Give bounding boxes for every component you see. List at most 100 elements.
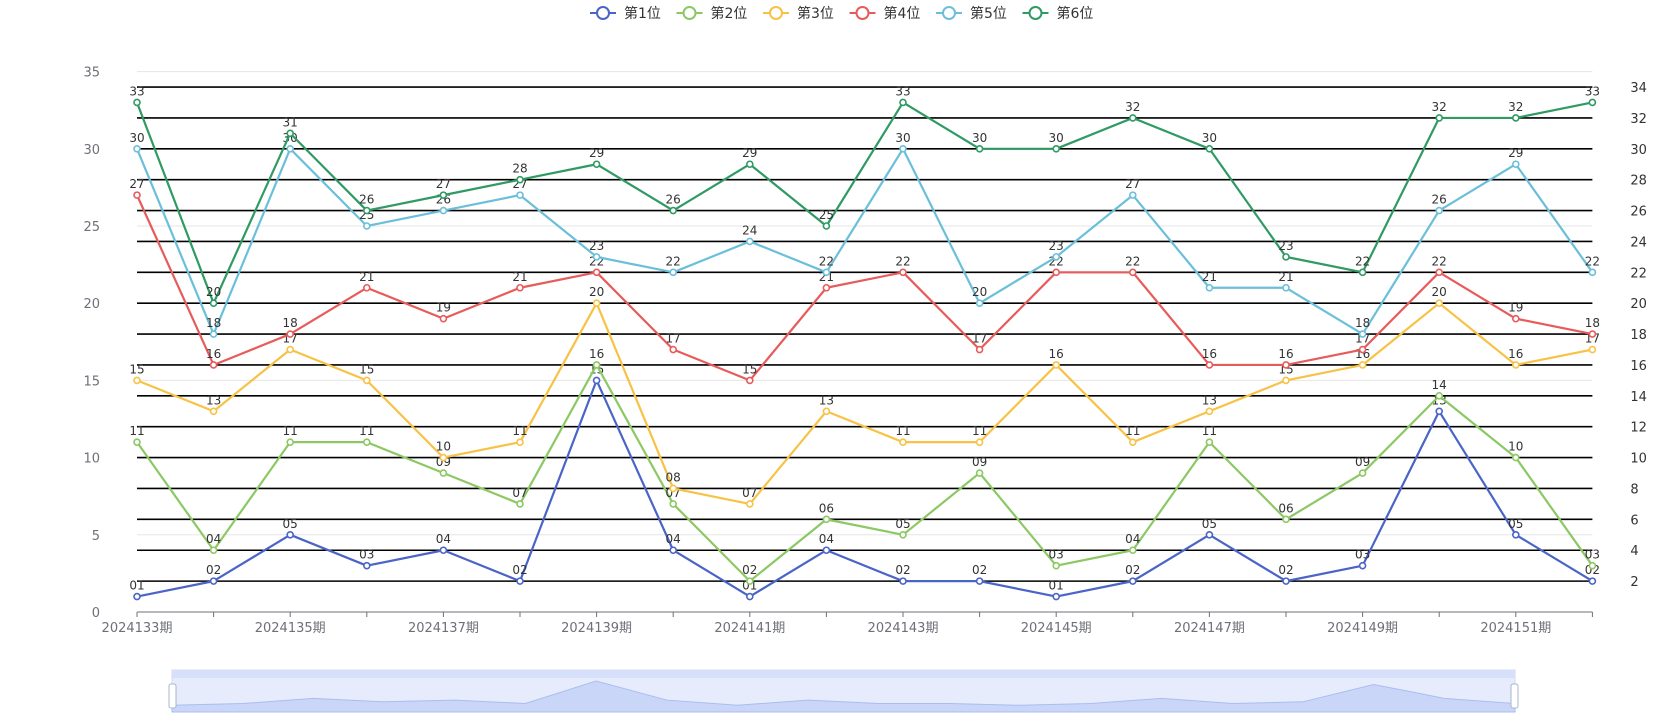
data-point[interactable] [1282, 253, 1290, 261]
data-point[interactable] [1588, 577, 1597, 585]
data-point[interactable] [592, 268, 601, 277]
data-point[interactable] [1129, 268, 1137, 277]
datazoom-move-handle[interactable] [172, 670, 1515, 678]
data-point[interactable] [1052, 268, 1060, 277]
data-point[interactable] [1435, 407, 1443, 416]
data-point[interactable] [669, 206, 678, 215]
legend-item-1[interactable]: 第1位 [590, 5, 661, 22]
data-point[interactable] [133, 145, 141, 153]
data-point[interactable] [286, 345, 295, 354]
data-point[interactable] [745, 577, 754, 585]
data-point[interactable] [1052, 145, 1060, 153]
data-point[interactable] [1435, 114, 1443, 122]
data-point[interactable] [1588, 98, 1597, 107]
data-point[interactable] [516, 438, 524, 446]
data-point[interactable] [1512, 530, 1520, 539]
data-point[interactable] [1052, 361, 1060, 369]
data-point[interactable] [975, 577, 984, 585]
data-point[interactable] [133, 376, 141, 385]
data-point[interactable] [286, 438, 295, 446]
data-point[interactable] [516, 191, 524, 199]
data-point[interactable] [669, 546, 678, 555]
data-point[interactable] [975, 345, 984, 354]
data-point[interactable] [1358, 268, 1367, 277]
data-point[interactable] [1512, 114, 1520, 122]
data-point[interactable] [1129, 577, 1137, 585]
data-point[interactable] [1358, 330, 1367, 338]
data-point[interactable] [286, 145, 295, 153]
legend-item-6[interactable]: 第6位 [1022, 5, 1094, 22]
data-point[interactable] [975, 469, 984, 477]
data-point[interactable] [822, 515, 831, 524]
data-point[interactable] [899, 268, 907, 277]
data-point[interactable] [1282, 361, 1290, 369]
data-point[interactable] [899, 98, 907, 107]
data-point[interactable] [975, 438, 984, 446]
data-point[interactable] [822, 407, 831, 416]
data-point[interactable] [1205, 361, 1214, 369]
data-point[interactable] [209, 577, 218, 585]
data-point[interactable] [516, 500, 524, 508]
data-point[interactable] [1129, 114, 1137, 122]
data-point[interactable] [516, 175, 524, 184]
data-point[interactable] [822, 283, 831, 292]
data-point[interactable] [1282, 283, 1290, 292]
data-point[interactable] [745, 500, 754, 508]
data-point[interactable] [439, 469, 448, 477]
data-point[interactable] [592, 160, 601, 169]
data-point[interactable] [899, 530, 907, 539]
chart-legend[interactable]: 第1位 第2位 第3位 第4位 第5位 第6位 [590, 5, 1093, 22]
data-point[interactable] [899, 438, 907, 446]
data-point[interactable] [1588, 561, 1597, 570]
data-point[interactable] [1129, 438, 1137, 446]
data-point[interactable] [592, 299, 601, 308]
data-point[interactable] [822, 268, 831, 277]
data-point[interactable] [133, 98, 141, 107]
data-point[interactable] [1512, 361, 1520, 369]
data-point[interactable] [1358, 561, 1367, 570]
data-point[interactable] [1205, 530, 1214, 539]
datazoom-slider[interactable] [168, 669, 1519, 713]
data-point[interactable] [1052, 253, 1060, 261]
data-point[interactable] [1588, 330, 1597, 338]
legend-item-5[interactable]: 第5位 [936, 5, 1007, 22]
data-point[interactable] [1282, 376, 1290, 385]
data-point[interactable] [592, 361, 601, 369]
data-point[interactable] [1205, 407, 1214, 416]
data-point[interactable] [1358, 469, 1367, 477]
legend-item-2[interactable]: 第2位 [676, 5, 748, 22]
data-point[interactable] [1435, 392, 1443, 400]
data-point[interactable] [669, 345, 678, 354]
data-point[interactable] [669, 484, 678, 493]
legend-item-3[interactable]: 第3位 [763, 5, 834, 22]
data-point[interactable] [592, 376, 601, 385]
data-point[interactable] [1512, 160, 1520, 169]
data-point[interactable] [1358, 345, 1367, 354]
data-point[interactable] [899, 577, 907, 585]
data-point[interactable] [1512, 314, 1520, 323]
datazoom-left-handle[interactable] [168, 683, 177, 709]
data-point[interactable] [822, 546, 831, 555]
data-point[interactable] [362, 376, 371, 385]
data-point[interactable] [745, 237, 754, 246]
data-point[interactable] [1282, 515, 1290, 524]
data-point[interactable] [286, 530, 295, 539]
data-point[interactable] [286, 330, 295, 338]
data-point[interactable] [592, 253, 601, 261]
data-point[interactable] [1205, 145, 1214, 153]
data-point[interactable] [1435, 299, 1443, 308]
data-point[interactable] [286, 129, 295, 138]
data-point[interactable] [745, 376, 754, 385]
data-point[interactable] [209, 330, 218, 338]
data-point[interactable] [1205, 438, 1214, 446]
data-point[interactable] [362, 222, 371, 230]
data-point[interactable] [1358, 361, 1367, 369]
data-point[interactable] [516, 577, 524, 585]
data-point[interactable] [975, 299, 984, 308]
data-point[interactable] [362, 438, 371, 446]
data-point[interactable] [745, 160, 754, 169]
data-point[interactable] [1588, 345, 1597, 354]
data-point[interactable] [439, 453, 448, 462]
data-point[interactable] [133, 191, 141, 199]
data-point[interactable] [669, 268, 678, 277]
